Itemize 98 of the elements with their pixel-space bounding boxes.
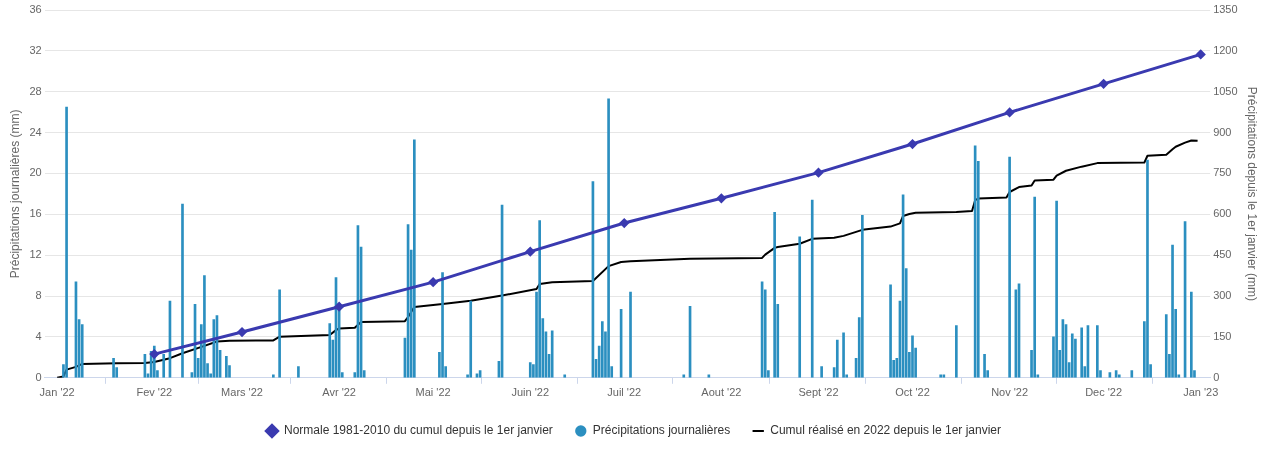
point [1196, 49, 1206, 59]
bar [983, 353, 986, 378]
point [428, 277, 438, 287]
bar [181, 203, 184, 378]
y2-tick-label: 750 [1213, 166, 1232, 179]
point [237, 327, 247, 337]
bar [1096, 325, 1099, 378]
y2-tick-label: 1200 [1213, 43, 1238, 56]
y-axis-title: Précipitations journalières (mm) [7, 109, 22, 279]
y2-tick-label: 900 [1213, 125, 1232, 138]
x-tick-label: Juil '22 [607, 386, 642, 399]
point [1099, 79, 1109, 89]
x-tick-label: Nov '22 [991, 386, 1029, 399]
bar [1171, 244, 1174, 378]
point [814, 168, 823, 178]
bar [528, 362, 532, 378]
y-tick-label: 16 [29, 207, 42, 220]
bar [1146, 159, 1149, 378]
bar [203, 275, 206, 378]
bar [225, 356, 228, 378]
y2-tick-label: 1350 [1213, 3, 1238, 16]
y2-tick-label: 450 [1213, 248, 1232, 261]
bar [939, 374, 943, 378]
bar [563, 374, 567, 378]
legend-label: Normale 1981-2010 du cumul depuis le 1er janvier [283, 423, 553, 438]
y2-axis-title: Précipitations depuis le 1er janvier (mm) [1245, 86, 1260, 301]
y2-tick-label: 600 [1213, 207, 1232, 220]
y2-tick-label: 150 [1213, 329, 1232, 342]
bar [1055, 200, 1058, 378]
bar [1130, 370, 1134, 378]
bar [441, 272, 444, 378]
y-tick-label: 0 [35, 370, 42, 383]
bar [1190, 291, 1193, 378]
bar [810, 199, 814, 378]
point [525, 247, 535, 257]
bar [911, 335, 914, 378]
bar [773, 211, 776, 378]
point [1005, 107, 1015, 117]
bar [278, 289, 281, 378]
bar [835, 339, 839, 378]
point [619, 218, 629, 228]
bar [682, 374, 686, 378]
y-tick-label: 36 [29, 3, 42, 16]
y2-tick-label: 300 [1213, 289, 1232, 302]
bar [1070, 333, 1074, 378]
bar [550, 330, 554, 378]
y-tick-label: 24 [29, 125, 42, 138]
bar [1033, 196, 1037, 378]
x-tick-label: Aout '22 [701, 386, 742, 399]
x-tick-label: Oct '22 [895, 386, 930, 399]
bar [942, 374, 946, 378]
x-tick-label: Avr '22 [322, 386, 356, 399]
bar [842, 332, 845, 378]
point [907, 139, 917, 149]
y2-tick-label: 1050 [1213, 84, 1238, 97]
bar [1074, 338, 1077, 378]
point [334, 302, 344, 312]
y-tick-label: 12 [29, 248, 42, 261]
x-tick-label: Fev '22 [136, 386, 173, 399]
x-tick-label: Mars '22 [221, 386, 263, 399]
bar [162, 353, 166, 378]
y-tick-label: 20 [29, 166, 42, 179]
bar [1164, 314, 1168, 378]
bar [297, 366, 300, 378]
bar [1008, 156, 1011, 378]
bar [1080, 327, 1083, 378]
legend-label: Précipitations journalières [592, 423, 731, 438]
y-tick-label: 28 [29, 84, 42, 97]
bar [538, 220, 541, 378]
y-tick-label: 32 [29, 43, 42, 56]
bar [600, 321, 604, 378]
bar [272, 374, 275, 378]
bar [112, 358, 115, 378]
point [716, 193, 726, 203]
y-tick-label: 4 [35, 329, 42, 342]
x-tick-label: Dec '22 [1085, 386, 1123, 399]
bar [629, 291, 632, 378]
point [149, 349, 159, 359]
bar [1117, 374, 1121, 378]
bar [212, 319, 216, 378]
x-tick-label: Juin '22 [511, 386, 550, 399]
bar [469, 300, 473, 378]
bar [65, 106, 68, 378]
x-tick-label: Mai '22 [415, 386, 451, 399]
legend-label: Cumul réalisé en 2022 depuis le 1er janvier [770, 423, 1002, 438]
bar [820, 366, 823, 378]
bar [413, 139, 416, 378]
y-tick-label: 8 [35, 289, 42, 302]
bar [889, 284, 892, 378]
y2-tick-label: 0 [1213, 370, 1220, 383]
bar [955, 325, 958, 378]
bar [607, 98, 610, 378]
bar [861, 215, 864, 378]
x-tick-label: Sept '22 [798, 386, 839, 399]
x-tick-label: Jan '23 [1183, 386, 1219, 399]
bar [328, 323, 332, 378]
bar [798, 236, 802, 378]
x-tick-label: Jan '22 [39, 386, 75, 399]
